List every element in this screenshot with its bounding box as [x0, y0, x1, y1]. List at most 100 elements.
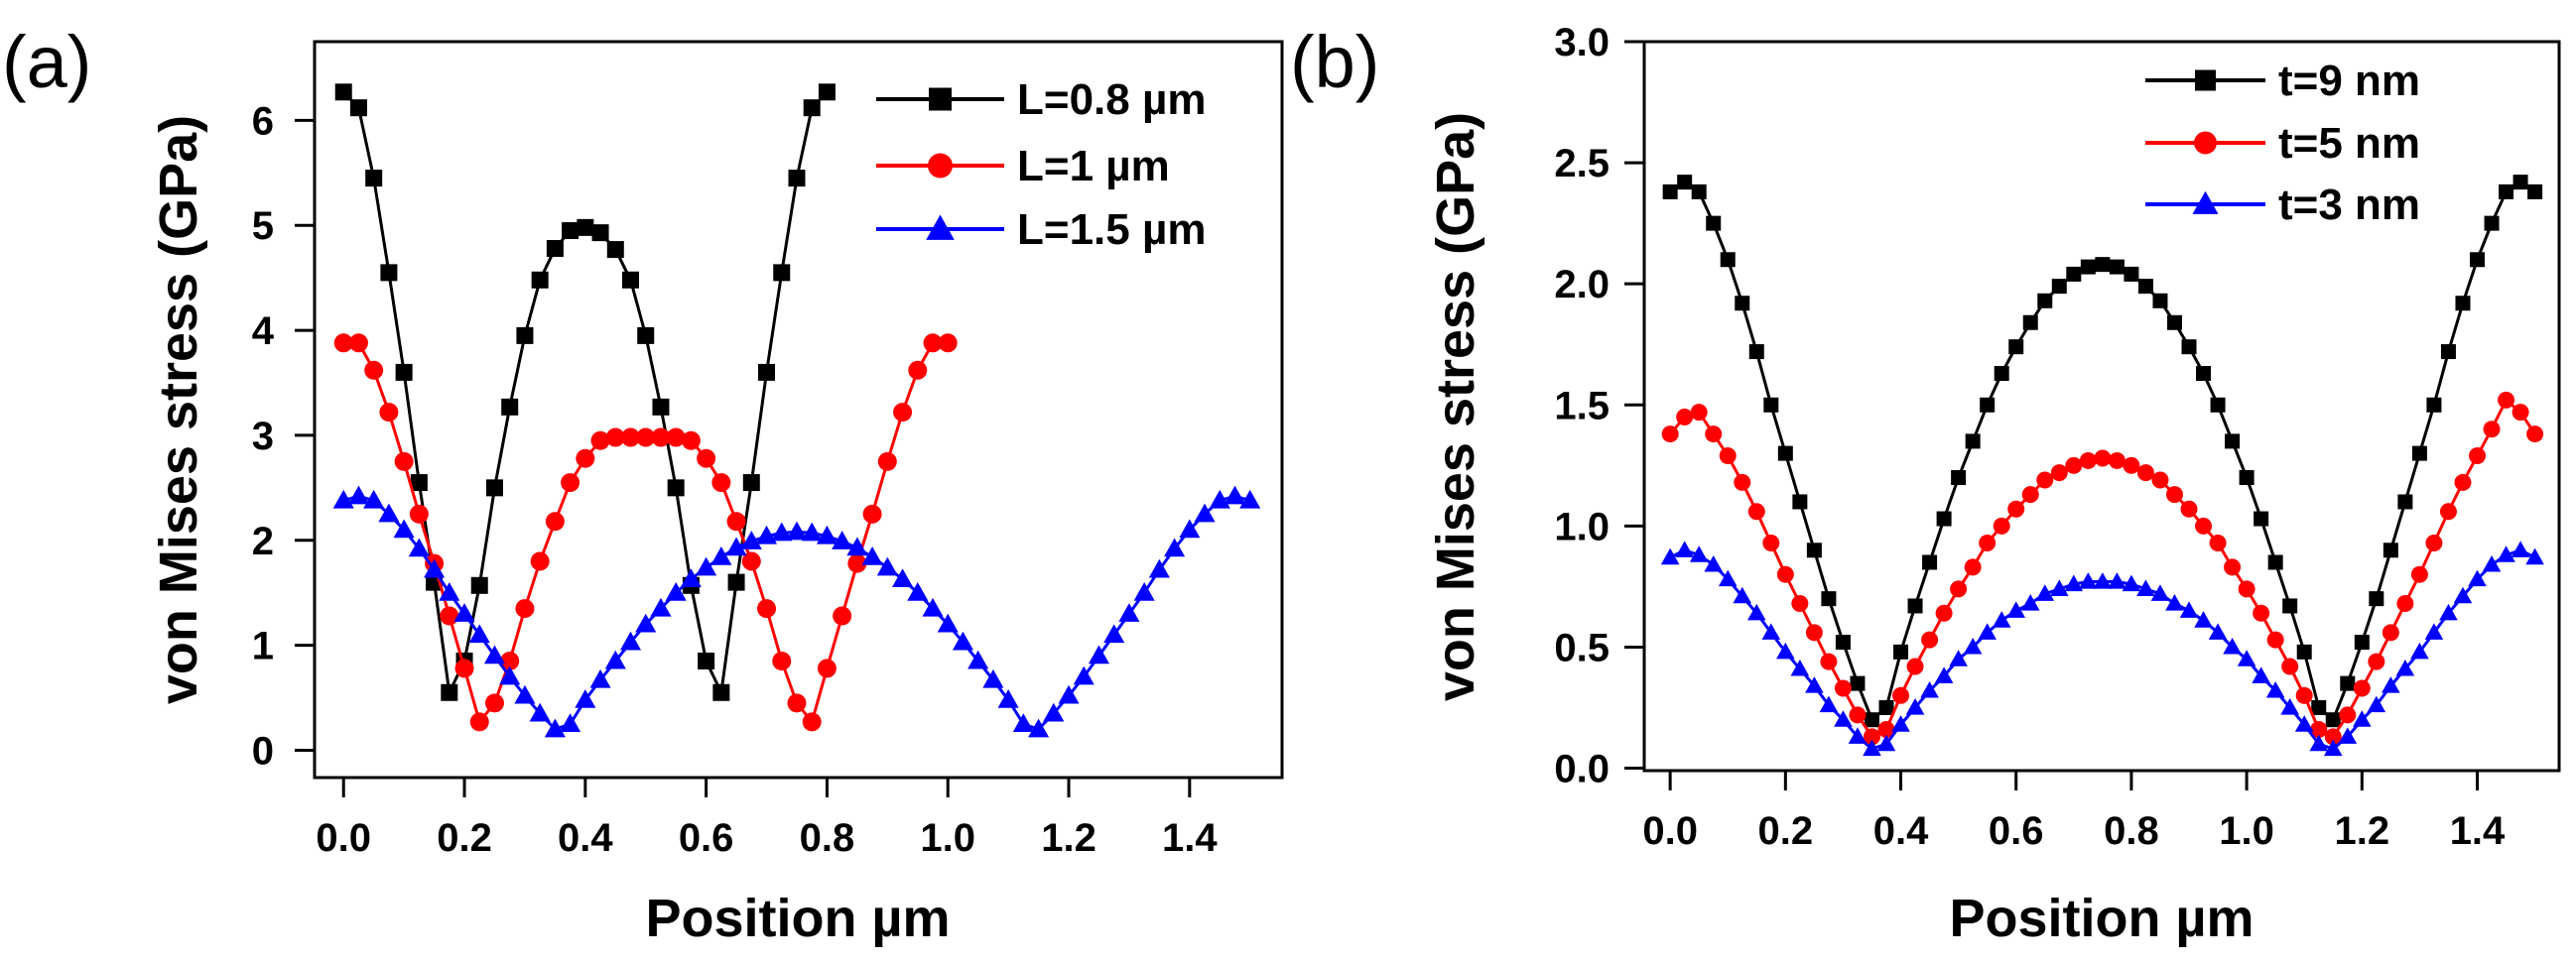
data-point [1863, 728, 1880, 746]
data-point [1805, 624, 1823, 642]
data-point [876, 556, 898, 576]
data-point [2195, 517, 2213, 535]
data-point [546, 240, 564, 258]
data-point [1876, 734, 1896, 752]
data-point [1965, 433, 1981, 449]
data-point [469, 712, 489, 732]
data-point [817, 659, 837, 678]
data-point [2253, 604, 2270, 622]
data-point [560, 713, 581, 733]
data-point [1194, 503, 1216, 523]
y-tick-label: 3.0 [1554, 21, 1610, 64]
data-point [515, 599, 535, 619]
data-point [2383, 543, 2398, 558]
data-point [468, 624, 490, 644]
data-point [2181, 339, 2197, 355]
data-point [727, 573, 745, 591]
data-point [1892, 686, 1910, 704]
data-point [818, 83, 836, 101]
data-point [439, 581, 460, 601]
data-point [2108, 451, 2125, 469]
data-point [2440, 344, 2456, 360]
data-point [2382, 676, 2400, 693]
data-point [1719, 447, 1737, 465]
y-axis-label-a: von Mises stress (GPa) [149, 115, 208, 704]
data-point [2439, 503, 2457, 521]
legend-label: L=1 µm [1017, 142, 1170, 190]
data-point [833, 606, 852, 626]
data-point [562, 222, 580, 240]
data-point [1763, 397, 1779, 413]
data-point [652, 398, 670, 416]
x-tick-label: 0.2 [437, 816, 492, 860]
data-point [2325, 712, 2341, 728]
data-point [349, 99, 367, 117]
data-point [681, 430, 701, 450]
data-point [2093, 572, 2113, 589]
data-point [2150, 584, 2170, 601]
data-point [832, 531, 853, 549]
data-point [2368, 653, 2385, 670]
data-point [698, 653, 715, 670]
data-point [2095, 257, 2111, 273]
series-triangle [332, 485, 1261, 738]
y-tick-label: 0.5 [1554, 626, 1610, 669]
data-point [1878, 700, 1894, 716]
data-point [606, 241, 624, 259]
data-point [2209, 534, 2227, 551]
data-point [590, 430, 610, 450]
x-tick-label: 0.6 [679, 816, 734, 860]
data-point [2280, 698, 2299, 715]
data-point [1762, 534, 1780, 551]
data-point [1907, 598, 1923, 614]
data-point [907, 581, 929, 601]
data-point [453, 603, 475, 622]
data-point [1705, 425, 1723, 443]
data-point [2369, 591, 2384, 607]
data-point [1675, 541, 1694, 557]
legend-marker [926, 214, 955, 240]
data-point [393, 519, 415, 539]
data-point [1835, 635, 1851, 651]
series-line [343, 341, 949, 726]
data-point [365, 170, 383, 187]
data-point [1734, 473, 1751, 491]
data-point [2265, 680, 2285, 698]
data-point [2266, 631, 2284, 649]
data-point [1706, 215, 1722, 231]
data-point [2309, 734, 2329, 752]
data-point [2152, 293, 2168, 308]
data-point [2254, 511, 2269, 527]
x-tick-label: 0.4 [558, 816, 613, 860]
data-point [2527, 183, 2543, 199]
data-point [1689, 545, 1709, 562]
data-point [1834, 710, 1853, 727]
data-point [2340, 675, 2356, 691]
data-point [483, 645, 506, 665]
data-point [1849, 706, 1867, 724]
data-point [2497, 545, 2515, 562]
data-point [2410, 565, 2428, 583]
data-point [575, 688, 596, 708]
data-point [2439, 603, 2458, 621]
data-point [847, 553, 867, 573]
data-point [2225, 433, 2241, 449]
data-point [2295, 686, 2313, 704]
data-point [2022, 314, 2038, 330]
data-point [2267, 554, 2283, 570]
data-point [2353, 679, 2371, 697]
legend-entry: L=1 µm [876, 142, 1170, 190]
data-point [1761, 623, 1781, 640]
data-point [2454, 473, 2472, 491]
data-point [2194, 611, 2213, 628]
data-point [1805, 676, 1824, 693]
data-point [470, 576, 488, 594]
x-axis-label-a: Position µm [645, 889, 950, 948]
data-point [2526, 425, 2544, 443]
data-point [937, 613, 959, 633]
data-point [680, 568, 702, 587]
data-point [2281, 658, 2299, 675]
data-point [938, 333, 958, 353]
data-point [1791, 595, 1809, 613]
